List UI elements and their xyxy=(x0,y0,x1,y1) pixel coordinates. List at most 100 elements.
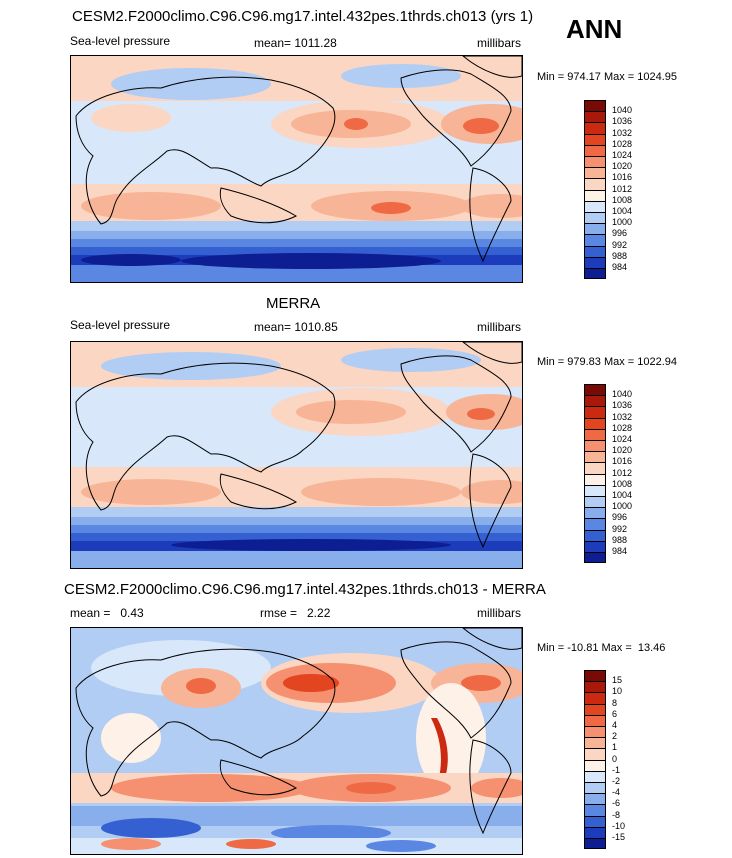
colorbar-tick-label: 1012 xyxy=(612,183,633,194)
colorbar-tick-label: 10 xyxy=(612,686,623,697)
colorbar-tick-label: 1036 xyxy=(612,116,633,127)
colorbar-cell xyxy=(584,529,606,541)
colorbar-cell xyxy=(584,384,606,396)
colorbar-cell xyxy=(584,484,606,496)
colorbar-tick-label: 1016 xyxy=(612,456,633,467)
colorbar-tick-label: 1032 xyxy=(612,127,633,138)
colorbar-cell xyxy=(584,793,606,805)
panel-2-minmax: Min = 979.83 Max = 1022.94 xyxy=(537,356,678,368)
colorbar-cell xyxy=(584,122,606,134)
colorbar-cell xyxy=(584,144,606,156)
colorbar-cell xyxy=(584,703,606,715)
colorbar-cell xyxy=(584,714,606,726)
colorbar-tick-label: 988 xyxy=(612,534,628,545)
colorbar-cell xyxy=(584,681,606,693)
colorbar-tick-label: 1024 xyxy=(612,150,633,160)
colorbar-tick-label: -8 xyxy=(612,809,621,820)
panel-3-mean-label: mean = 0.43 xyxy=(70,606,144,620)
colorbar-tick-label: -6 xyxy=(612,798,621,809)
panel-2-mean-label: mean= 1010.85 xyxy=(254,320,338,334)
panel-2-map-field xyxy=(71,342,522,568)
colorbar-cell xyxy=(584,507,606,519)
panel-1-mean-label: mean= 1011.28 xyxy=(254,36,337,50)
panel-2-variable-label: Sea-level pressure xyxy=(70,318,171,332)
colorbar-tick-label: -4 xyxy=(612,787,621,798)
panel-1-units-label: millibars xyxy=(477,36,522,50)
colorbar-tick-label: 8 xyxy=(612,697,618,708)
colorbar-tick-label: 992 xyxy=(612,239,628,250)
colorbar-tick-label: 1004 xyxy=(612,490,633,500)
panel-1-title: CESM2.F2000climo.C96.C96.mg17.intel.432p… xyxy=(72,8,534,25)
colorbar-tick-label: -1 xyxy=(612,764,621,775)
colorbar-tick-label: 1 xyxy=(612,742,618,753)
colorbar-tick-label: -15 xyxy=(612,832,626,842)
colorbar-tick-label: 1028 xyxy=(612,422,633,433)
colorbar-cell xyxy=(584,737,606,749)
colorbar-tick-label: 1004 xyxy=(612,206,633,216)
colorbar-tick-label: 0 xyxy=(612,753,618,764)
colorbar-tick-label: -2 xyxy=(612,776,621,786)
panel-1-variable-label: Sea-level pressure xyxy=(70,34,171,48)
panel-1-minmax: Min = 974.17 Max = 1024.95 xyxy=(537,71,678,83)
colorbar-cell xyxy=(584,234,606,246)
colorbar-tick-label: 1000 xyxy=(612,217,633,228)
colorbar-cell xyxy=(584,417,606,429)
colorbar-tick-label: 984 xyxy=(612,546,628,556)
colorbar-tick-label: 1008 xyxy=(612,478,633,489)
colorbar-cell xyxy=(584,200,606,212)
colorbar-tick-label: 1040 xyxy=(612,105,633,116)
colorbar-tick-label: 1036 xyxy=(612,400,633,411)
colorbar-cell xyxy=(584,552,606,564)
colorbar-cell xyxy=(584,395,606,407)
colorbar-cell xyxy=(584,268,606,280)
colorbar-cell xyxy=(584,726,606,738)
colorbar-cell xyxy=(584,838,606,850)
colorbar-tick-label: 6 xyxy=(612,708,618,719)
colorbar-tick-label: 1012 xyxy=(612,467,633,478)
colorbar-cell xyxy=(584,496,606,508)
colorbar-cell xyxy=(584,406,606,418)
colorbar-tick-label: 1040 xyxy=(612,389,633,400)
colorbar-cell xyxy=(584,748,606,760)
panel-3-map xyxy=(70,627,523,855)
colorbar-cell xyxy=(584,451,606,463)
colorbar-tick-label: 4 xyxy=(612,720,618,730)
panel-2-map xyxy=(70,341,523,569)
panel-3-rmse-label: rmse = 2.22 xyxy=(260,606,331,620)
colorbar-cell xyxy=(584,223,606,235)
colorbar-tick-label: 1032 xyxy=(612,411,633,422)
colorbar-tick-label: 1000 xyxy=(612,501,633,512)
panel-3-map-field xyxy=(71,628,522,854)
colorbar-cell xyxy=(584,782,606,794)
colorbar-tick-label: 1020 xyxy=(612,161,633,172)
colorbar-cell xyxy=(584,826,606,838)
colorbar-cell xyxy=(584,804,606,816)
colorbar-cell xyxy=(584,167,606,179)
colorbar-cell xyxy=(584,100,606,112)
season-label: ANN xyxy=(566,14,623,44)
colorbar-cell xyxy=(584,189,606,201)
colorbar-cell xyxy=(584,178,606,190)
colorbar-cell xyxy=(584,440,606,452)
colorbar-cell xyxy=(584,815,606,827)
colorbar-cell xyxy=(584,212,606,224)
colorbar-cell xyxy=(584,111,606,123)
colorbar-cell xyxy=(584,670,606,682)
panel-1-map xyxy=(70,55,523,283)
panel-3-title: CESM2.F2000climo.C96.C96.mg17.intel.432p… xyxy=(64,581,546,598)
panel-3-units-label: millibars xyxy=(477,606,522,620)
panel-1-map-field xyxy=(71,56,522,282)
panel-3-minmax: Min = -10.81 Max = 13.46 xyxy=(537,642,666,654)
panel-2-title: MERRA xyxy=(266,295,321,312)
panel-2-units-label: millibars xyxy=(477,320,522,334)
colorbar-tick-label: 988 xyxy=(612,250,628,261)
colorbar-cell xyxy=(584,770,606,782)
colorbar-cell xyxy=(584,540,606,552)
colorbar-cell xyxy=(584,245,606,257)
colorbar-cell xyxy=(584,518,606,530)
colorbar-tick-label: 1020 xyxy=(612,445,633,456)
colorbar-tick-label: 1008 xyxy=(612,194,633,205)
colorbar-tick-label: 15 xyxy=(612,675,623,686)
colorbar-cell xyxy=(584,156,606,168)
colorbar-cell xyxy=(584,256,606,268)
